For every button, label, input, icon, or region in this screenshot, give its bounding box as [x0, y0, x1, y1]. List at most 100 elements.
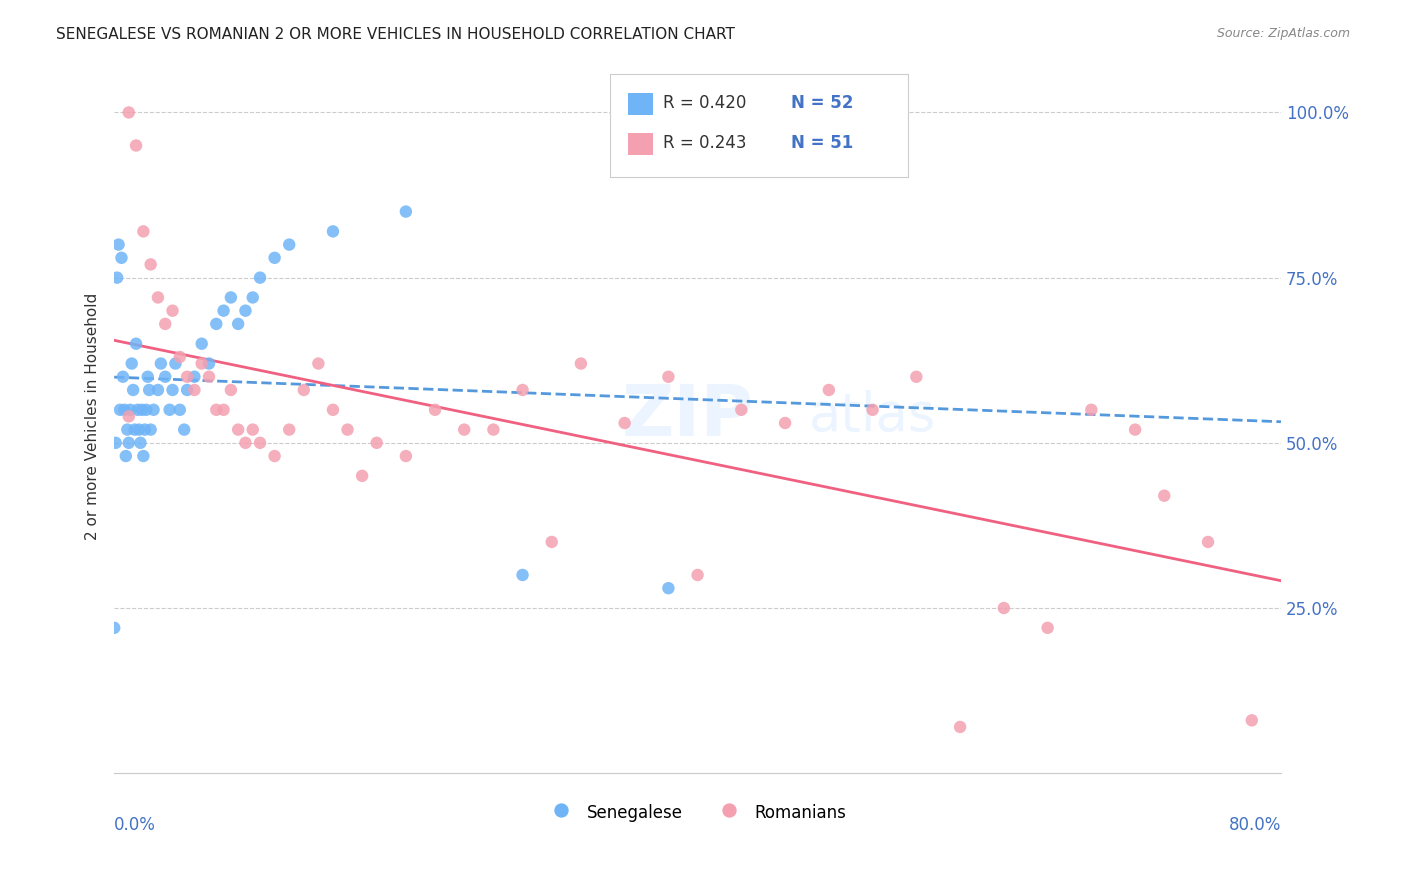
Point — [139, 423, 162, 437]
Point — [155, 317, 177, 331]
Point — [336, 423, 359, 437]
Point — [198, 357, 221, 371]
Point — [686, 568, 709, 582]
Point — [118, 105, 141, 120]
Point — [127, 402, 149, 417]
Point — [155, 369, 177, 384]
Point — [730, 402, 752, 417]
Point — [1240, 714, 1263, 728]
Point — [212, 402, 235, 417]
Point — [817, 383, 839, 397]
Point — [110, 251, 132, 265]
Point — [165, 357, 187, 371]
Point — [139, 257, 162, 271]
Point — [128, 423, 150, 437]
Point — [263, 449, 285, 463]
Point — [112, 402, 135, 417]
Point — [118, 409, 141, 424]
Point — [134, 423, 156, 437]
Point — [190, 357, 212, 371]
Point — [352, 468, 374, 483]
Point — [162, 303, 184, 318]
Point — [205, 402, 228, 417]
Point — [105, 270, 128, 285]
Point — [482, 423, 505, 437]
Point — [107, 237, 129, 252]
Point — [138, 383, 160, 397]
Point — [146, 383, 169, 397]
Point — [173, 423, 195, 437]
Point — [104, 435, 127, 450]
Point — [121, 357, 143, 371]
Point — [292, 383, 315, 397]
Text: atlas: atlas — [808, 391, 936, 442]
Point — [146, 290, 169, 304]
Point — [205, 317, 228, 331]
Point — [169, 402, 191, 417]
Point — [159, 402, 181, 417]
Point — [322, 402, 344, 417]
Y-axis label: 2 or more Vehicles in Household: 2 or more Vehicles in Household — [86, 293, 100, 540]
Point — [176, 369, 198, 384]
Point — [322, 224, 344, 238]
Point — [453, 423, 475, 437]
Point — [569, 357, 592, 371]
FancyBboxPatch shape — [627, 93, 654, 114]
Point — [125, 138, 148, 153]
Point — [118, 435, 141, 450]
Point — [129, 435, 152, 450]
Point — [108, 402, 131, 417]
Point — [1197, 535, 1219, 549]
Point — [1123, 423, 1146, 437]
Point — [307, 357, 329, 371]
Point — [136, 369, 159, 384]
Point — [115, 449, 138, 463]
FancyBboxPatch shape — [627, 133, 654, 154]
Point — [132, 224, 155, 238]
Point — [122, 383, 145, 397]
Point — [278, 237, 301, 252]
Text: R = 0.420: R = 0.420 — [662, 95, 747, 112]
Text: N = 52: N = 52 — [792, 95, 853, 112]
Point — [993, 601, 1015, 615]
Point — [613, 416, 636, 430]
Point — [540, 535, 562, 549]
Point — [190, 336, 212, 351]
Point — [249, 435, 271, 450]
Point — [657, 369, 679, 384]
Point — [278, 423, 301, 437]
Point — [111, 369, 134, 384]
Point — [183, 383, 205, 397]
Text: SENEGALESE VS ROMANIAN 2 OR MORE VEHICLES IN HOUSEHOLD CORRELATION CHART: SENEGALESE VS ROMANIAN 2 OR MORE VEHICLE… — [56, 27, 735, 42]
Point — [120, 402, 142, 417]
Point — [1080, 402, 1102, 417]
Point — [773, 416, 796, 430]
Text: ZIP: ZIP — [621, 382, 754, 450]
Point — [132, 449, 155, 463]
Point — [117, 423, 139, 437]
Point — [183, 369, 205, 384]
Text: 80.0%: 80.0% — [1229, 816, 1281, 834]
Point — [905, 369, 928, 384]
Point — [235, 435, 257, 450]
Text: 0.0%: 0.0% — [114, 816, 156, 834]
Point — [1153, 489, 1175, 503]
Point — [1036, 621, 1059, 635]
Point — [219, 290, 242, 304]
Point — [135, 402, 157, 417]
Point — [162, 383, 184, 397]
Point — [198, 369, 221, 384]
FancyBboxPatch shape — [610, 74, 908, 178]
Point — [176, 383, 198, 397]
Point — [142, 402, 165, 417]
Point — [395, 204, 418, 219]
Point — [366, 435, 388, 450]
Point — [235, 303, 257, 318]
Text: R = 0.243: R = 0.243 — [662, 134, 747, 153]
Point — [242, 290, 264, 304]
Point — [226, 423, 249, 437]
Point — [263, 251, 285, 265]
Point — [169, 350, 191, 364]
Point — [949, 720, 972, 734]
Legend: Senegalese, Romanians: Senegalese, Romanians — [541, 796, 853, 829]
